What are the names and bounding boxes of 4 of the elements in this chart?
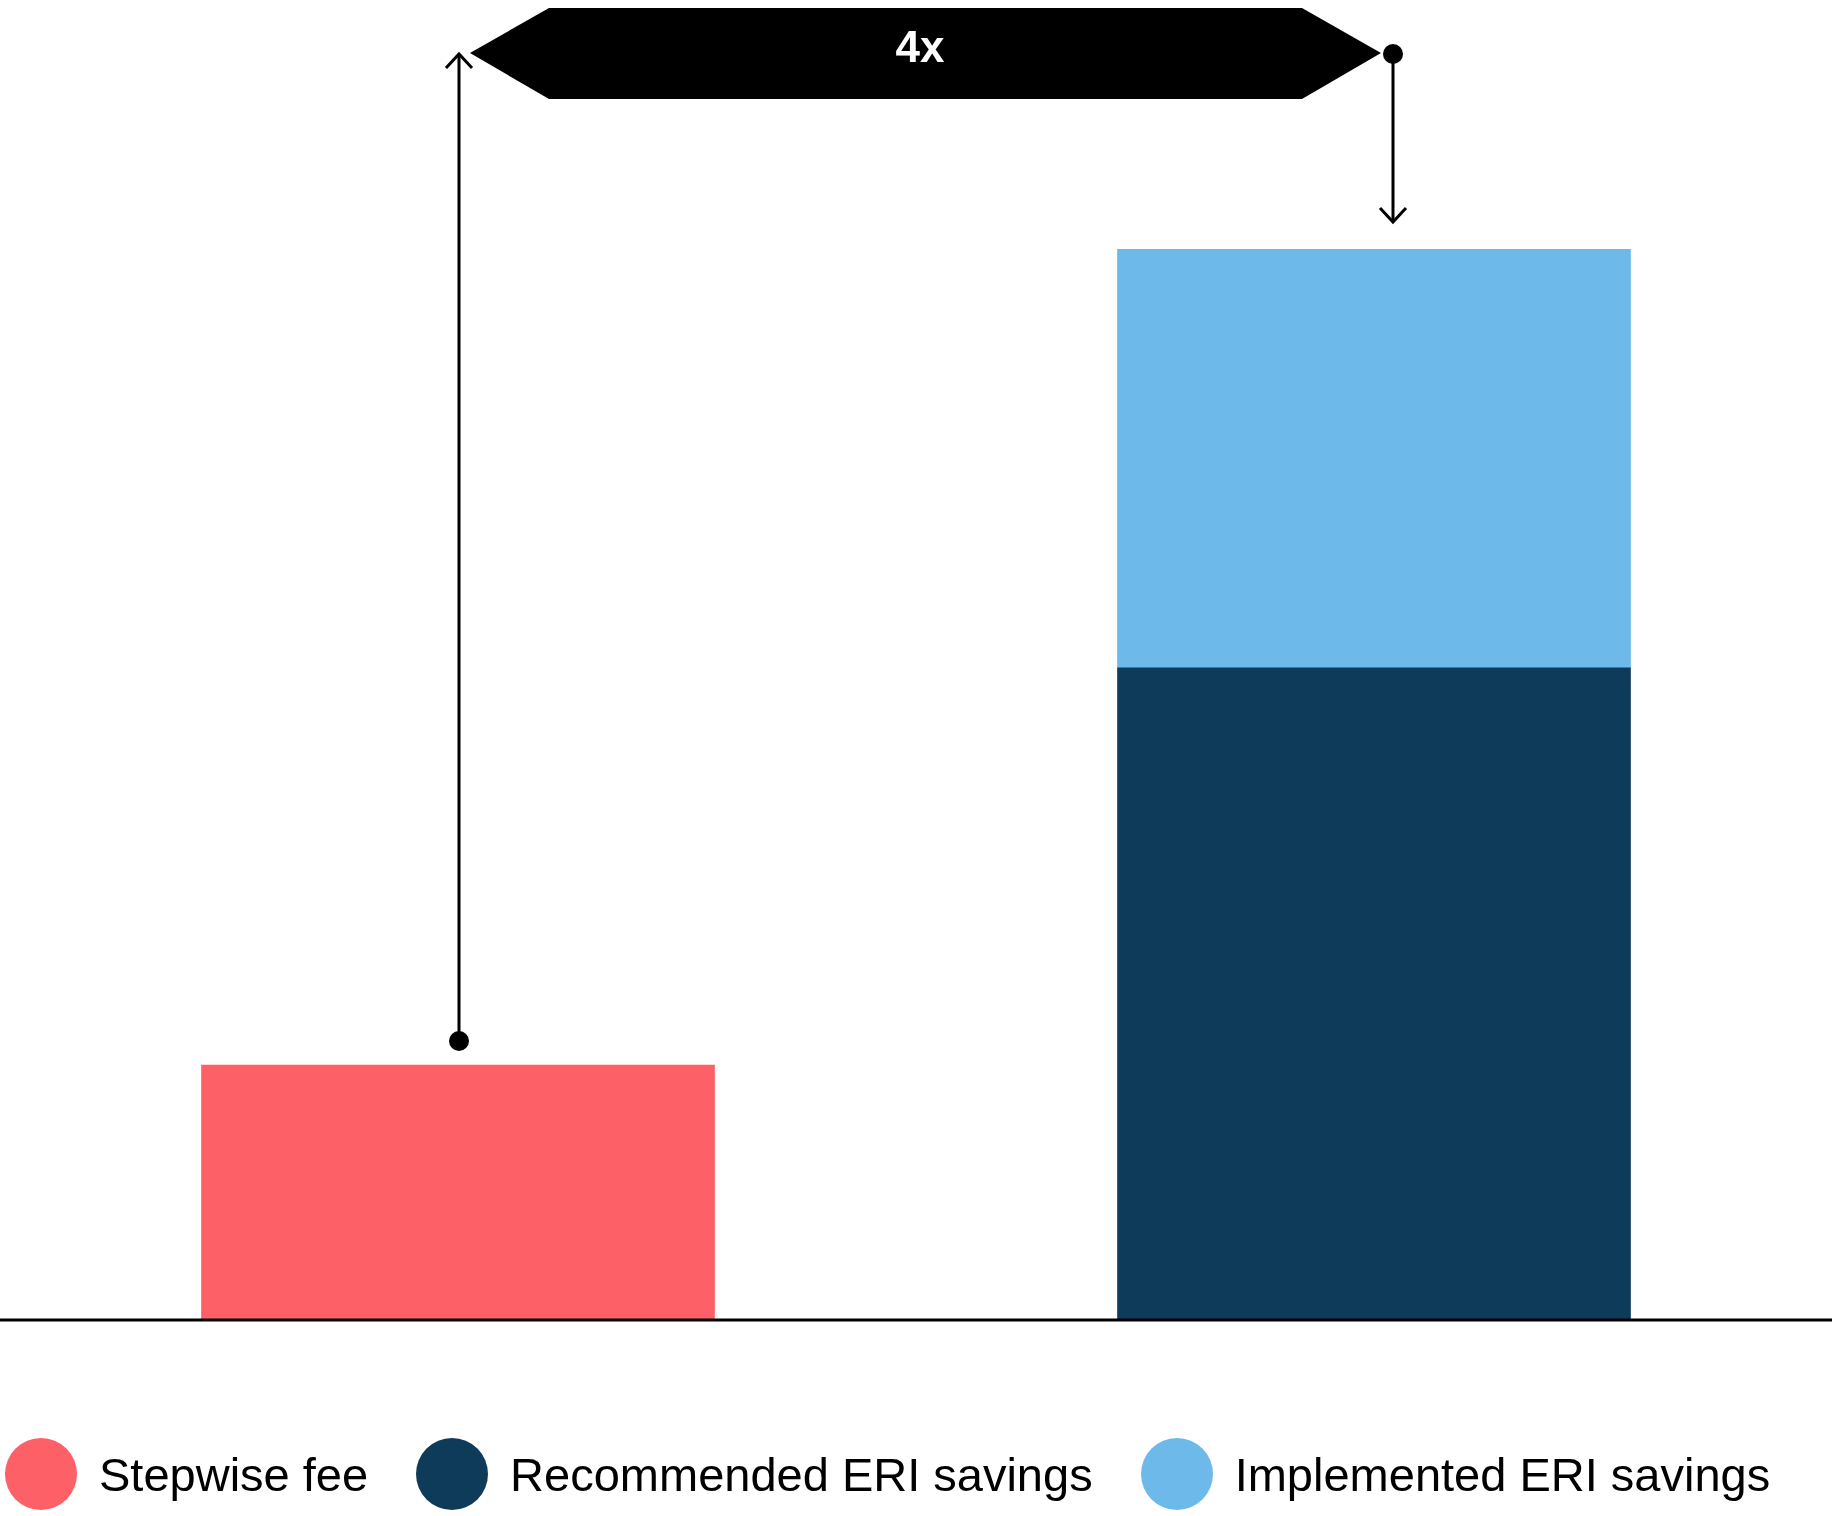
text: 4x [894,22,946,72]
legend-label: Recommended ERI savings [510,1446,1093,1502]
legend-label: Implemented ERI savings [1234,1446,1771,1502]
legend-label: Stepwise fee [99,1446,369,1502]
